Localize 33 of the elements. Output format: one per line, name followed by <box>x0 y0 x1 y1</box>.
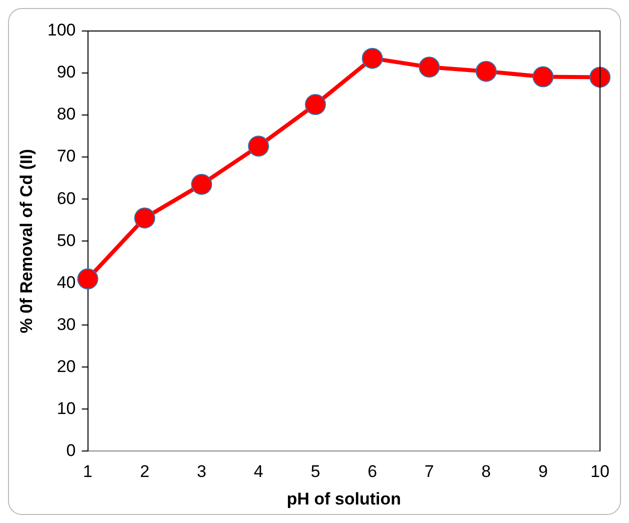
point <box>248 136 270 157</box>
point <box>532 66 554 88</box>
y-tick-label: 0 <box>66 440 76 460</box>
x-tick-label: 8 <box>481 462 491 482</box>
x-tick-label: 7 <box>424 462 434 482</box>
point <box>191 174 212 195</box>
point <box>590 66 610 88</box>
x-axis-title: pH of solution <box>286 489 402 508</box>
y-tick-label: 30 <box>56 314 76 334</box>
y-tick-label: 100 <box>47 20 76 40</box>
point <box>418 56 440 78</box>
x-tick-label: 6 <box>368 462 378 482</box>
x-tick-label: 1 <box>83 462 92 482</box>
y-tick-label: 20 <box>56 356 76 376</box>
y-tick-label: 70 <box>56 146 76 166</box>
y-tick-label: 40 <box>56 272 76 292</box>
x-tick-label: 5 <box>310 462 320 482</box>
x-tick-label: 9 <box>538 462 548 482</box>
y-tick-label: 80 <box>56 104 76 124</box>
point <box>362 48 383 69</box>
x-tick-label: 2 <box>140 462 150 482</box>
x-tick-label: 4 <box>254 462 264 482</box>
y-tick-label: 10 <box>56 398 76 418</box>
y-tick-label: 60 <box>56 188 76 208</box>
y-axis-title: % 0f Removal of Cd (II) <box>16 149 36 334</box>
point <box>476 60 497 82</box>
y-tick-label: 90 <box>56 62 76 82</box>
point <box>134 207 156 228</box>
x-tick-label: 3 <box>196 462 206 482</box>
y-tick-label: 50 <box>56 230 76 250</box>
point <box>77 268 98 290</box>
x-tick-label: 10 <box>590 462 610 482</box>
point <box>304 94 326 116</box>
